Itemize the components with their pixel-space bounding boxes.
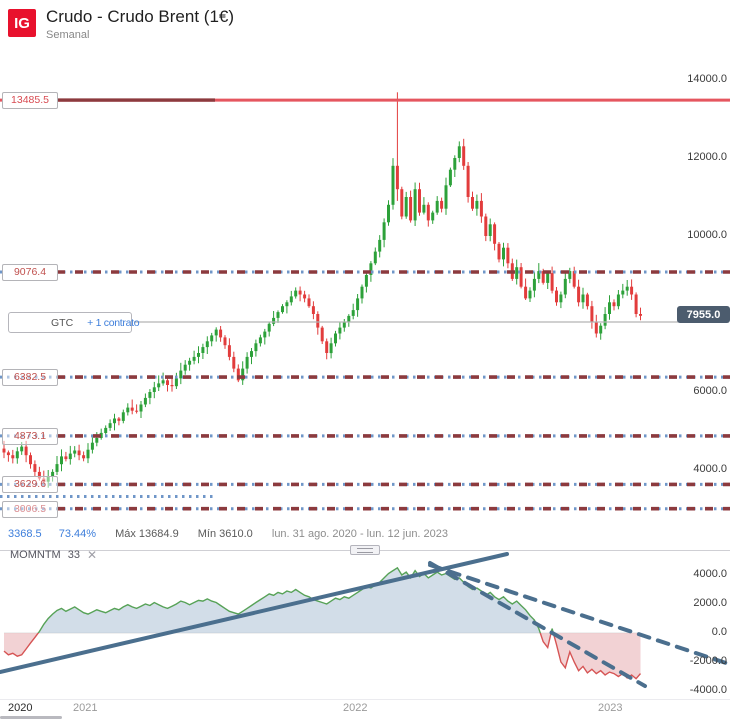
- price-level-label[interactable]: 3629.6: [2, 476, 58, 494]
- change-percent: 73.44%: [58, 528, 97, 540]
- gtc-label[interactable]: GTC: [51, 316, 74, 329]
- order-ticket-button[interactable]: GTC + 1 contrato: [8, 312, 140, 333]
- price-tick-label: 14000.0: [687, 73, 727, 85]
- price-tick-label: 12000.0: [687, 151, 727, 163]
- panel-resize-handle[interactable]: [350, 545, 380, 555]
- year-label: 2022: [343, 702, 368, 714]
- price-tick-label: 6000.0: [693, 385, 727, 397]
- price-level-label[interactable]: 13485.5: [2, 92, 58, 110]
- price-tick-label: 10000.0: [687, 229, 727, 241]
- date-range: lun. 31 ago. 2020 - lun. 12 jun. 2023: [271, 528, 449, 540]
- axis-divider: [0, 699, 730, 700]
- candlesticks: [2, 92, 642, 488]
- ig-logo: IG: [8, 9, 36, 37]
- momentum-tick-label: 4000.0: [693, 568, 727, 580]
- instrument-title: Crudo - Crudo Brent (1€): [46, 7, 235, 26]
- year-label: 2021: [73, 702, 98, 714]
- indicator-period: 33: [67, 549, 80, 561]
- status-bar: 3368.5 73.44% Máx 13684.9 Mín 3610.0 lun…: [8, 528, 448, 540]
- momentum-tick-label: 0.0: [711, 626, 727, 638]
- change-value: 3368.5: [8, 528, 42, 540]
- price-level-label[interactable]: 4873.1: [2, 427, 58, 445]
- current-price-badge: 7955.0: [677, 306, 730, 323]
- momentum-tick-label: -2000.0: [689, 655, 727, 667]
- year-label: 2023: [598, 702, 623, 714]
- min-value: Mín 3610.0: [197, 528, 253, 540]
- momentum-tick-label: 2000.0: [693, 597, 727, 609]
- time-scrollbar-thumb[interactable]: [0, 716, 62, 719]
- price-level-label[interactable]: 3006.5: [2, 500, 58, 518]
- price-tick-label: 4000.0: [693, 463, 727, 475]
- add-contract-button[interactable]: + 1 contrato: [87, 316, 140, 329]
- close-icon[interactable]: ✕: [86, 548, 98, 562]
- indicator-name: MOMNTM: [10, 549, 61, 561]
- timeframe-label: Semanal: [46, 29, 90, 41]
- price-level-label[interactable]: 6382.5: [2, 369, 58, 387]
- max-value: Máx 13684.9: [115, 528, 179, 540]
- momentum-tick-label: -4000.0: [689, 684, 727, 696]
- indicator-legend: MOMNTM 33 ✕: [10, 548, 97, 562]
- price-level-label[interactable]: 9076.4: [2, 264, 58, 282]
- year-label: 2020: [8, 702, 33, 714]
